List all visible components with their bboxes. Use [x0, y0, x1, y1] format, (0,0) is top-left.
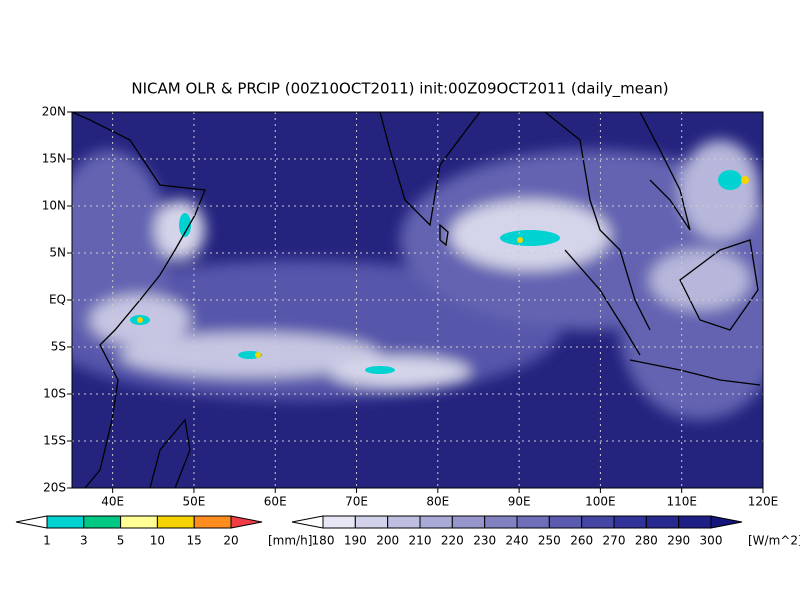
- colorbar-label: 210: [409, 534, 432, 548]
- colorbar-label: 3: [80, 534, 88, 548]
- lat-label: 5S: [51, 340, 66, 354]
- lon-label: 110E: [666, 495, 697, 509]
- lon-label: 40E: [101, 495, 124, 509]
- precip-colorbar: 1 3 5 10 15 20 [mm/h]: [15, 515, 312, 548]
- colorbar-label: 200: [376, 534, 399, 548]
- lat-label: 20S: [43, 481, 66, 495]
- colorbar-swatch: [419, 515, 453, 529]
- lat-label: 10S: [43, 387, 66, 401]
- colorbar-swatch: [156, 515, 195, 529]
- colorbar-swatch: [83, 515, 122, 529]
- colorbar-unit: [W/m^2]: [748, 534, 800, 548]
- colorbar-label: 20: [223, 534, 238, 548]
- lat-label: 15S: [43, 434, 66, 448]
- lat-label: 10N: [42, 199, 66, 213]
- colorbar-swatch: [354, 515, 389, 529]
- lat-label: EQ: [49, 293, 66, 307]
- lon-label: 100E: [585, 495, 616, 509]
- lon-label: 90E: [508, 495, 531, 509]
- lon-label: 70E: [345, 495, 368, 509]
- colorbar-swatch: [484, 515, 518, 529]
- colorbar-label: 280: [635, 534, 658, 548]
- lat-label: 20N: [42, 105, 66, 119]
- colorbar-swatch: [15, 515, 48, 529]
- colorbar-swatch: [516, 515, 550, 529]
- colorbar-swatch: [548, 515, 583, 529]
- colorbar-label: 230: [473, 534, 496, 548]
- colorbar-swatch: [710, 515, 743, 529]
- colorbar-swatch: [322, 515, 356, 529]
- lon-label: 50E: [183, 495, 206, 509]
- colorbar-label: 190: [344, 534, 367, 548]
- lat-label: 15N: [42, 152, 66, 166]
- colorbar-swatch: [451, 515, 486, 529]
- colorbar-label: 15: [187, 534, 202, 548]
- lon-label: 60E: [264, 495, 287, 509]
- olr-colorbar: 180 190 200 210 220 230 240 250 260 270 280 290 300 […: [291, 515, 800, 548]
- map-title: NICAM OLR & PRCIP (00Z10OCT2011) init:00…: [131, 80, 668, 99]
- colorbar-label: 1: [43, 534, 51, 548]
- colorbar-label: 180: [312, 534, 335, 548]
- colorbar-label: 260: [570, 534, 593, 548]
- colorbar-label: 270: [603, 534, 626, 548]
- colorbar-label: 240: [506, 534, 529, 548]
- map-field: [72, 112, 763, 488]
- colorbar-label: 10: [150, 534, 165, 548]
- colorbar-label: 300: [700, 534, 723, 548]
- colorbar-label: 5: [117, 534, 125, 548]
- lat-label: 5N: [49, 246, 66, 260]
- lon-label: 120E: [748, 495, 779, 509]
- colorbar-swatch: [46, 515, 85, 529]
- colorbar-swatch: [291, 515, 324, 529]
- colorbar-swatch: [193, 515, 232, 529]
- colorbar-swatch: [581, 515, 615, 529]
- colorbar-swatch: [645, 515, 680, 529]
- colorbar-swatch: [120, 515, 158, 529]
- colorbar-swatch: [387, 515, 421, 529]
- colorbar-unit: [mm/h]: [268, 534, 312, 548]
- colorbar-swatch: [230, 515, 263, 529]
- colorbar-label: 250: [538, 534, 561, 548]
- colorbar-swatch: [613, 515, 647, 529]
- colorbar-label: 220: [441, 534, 464, 548]
- lon-label: 80E: [426, 495, 449, 509]
- colorbar-label: 290: [667, 534, 690, 548]
- colorbar-swatch: [678, 515, 712, 529]
